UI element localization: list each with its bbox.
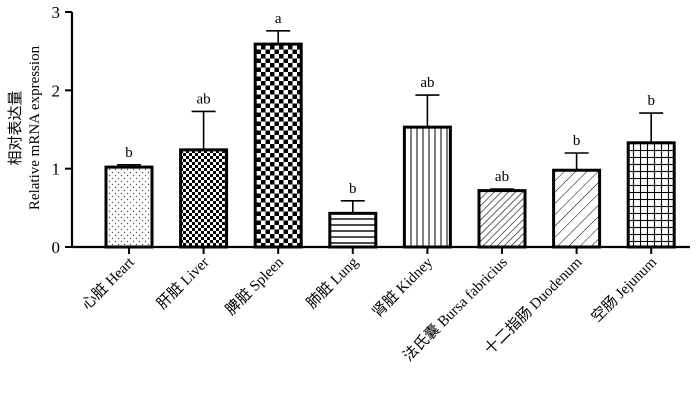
category-labels: 心脏 Heart 肝脏 Liver 脾脏 Spleen 肺脏 Lung 肾脏 Kidne…: [78, 253, 660, 365]
significance-label: ab: [495, 169, 509, 185]
bar: [328, 211, 378, 249]
y-axis: 0 1 2 3: [52, 3, 74, 257]
significance-label: b: [349, 181, 357, 197]
category-label: 肝脏 Liver: [154, 254, 213, 313]
x-axis: [72, 245, 690, 254]
y-axis-title-en: Relative mRNA expression: [27, 45, 43, 210]
y-axis-title-cn: 相对表达量: [7, 90, 24, 165]
bar: [477, 189, 527, 249]
significance-label: b: [647, 93, 655, 109]
y-tick-label: 1: [52, 160, 61, 179]
category-label: 肾脏 Kidney: [369, 253, 436, 320]
category-label: 心脏 Heart: [78, 253, 138, 313]
significance-label: b: [125, 145, 133, 161]
bar: [179, 148, 229, 249]
bars: [104, 42, 676, 249]
y-tick-label: 0: [52, 238, 61, 257]
y-tick-label: 3: [52, 3, 61, 22]
significance-label: b: [573, 133, 581, 149]
bar: [253, 42, 303, 249]
bar: [552, 168, 602, 249]
category-label: 肺脏 Lung: [303, 253, 362, 312]
category-label: 空肠 Jejunum: [588, 254, 660, 326]
significance-label: ab: [420, 75, 434, 91]
y-axis-title: 相对表达量 Relative mRNA expression: [7, 45, 43, 210]
category-label: 脾脏 Spleen: [222, 253, 287, 318]
significance-label: a: [275, 11, 282, 27]
significance-label: ab: [197, 91, 211, 107]
bar: [626, 141, 676, 249]
bar: [104, 165, 154, 249]
bar: [402, 125, 452, 249]
y-tick-label: 2: [52, 81, 61, 100]
error-bars: [117, 29, 664, 214]
